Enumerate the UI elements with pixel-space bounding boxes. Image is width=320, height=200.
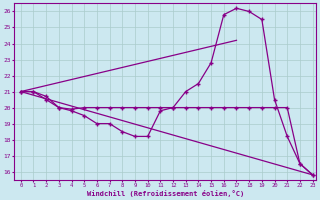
X-axis label: Windchill (Refroidissement éolien,°C): Windchill (Refroidissement éolien,°C) [87, 190, 244, 197]
